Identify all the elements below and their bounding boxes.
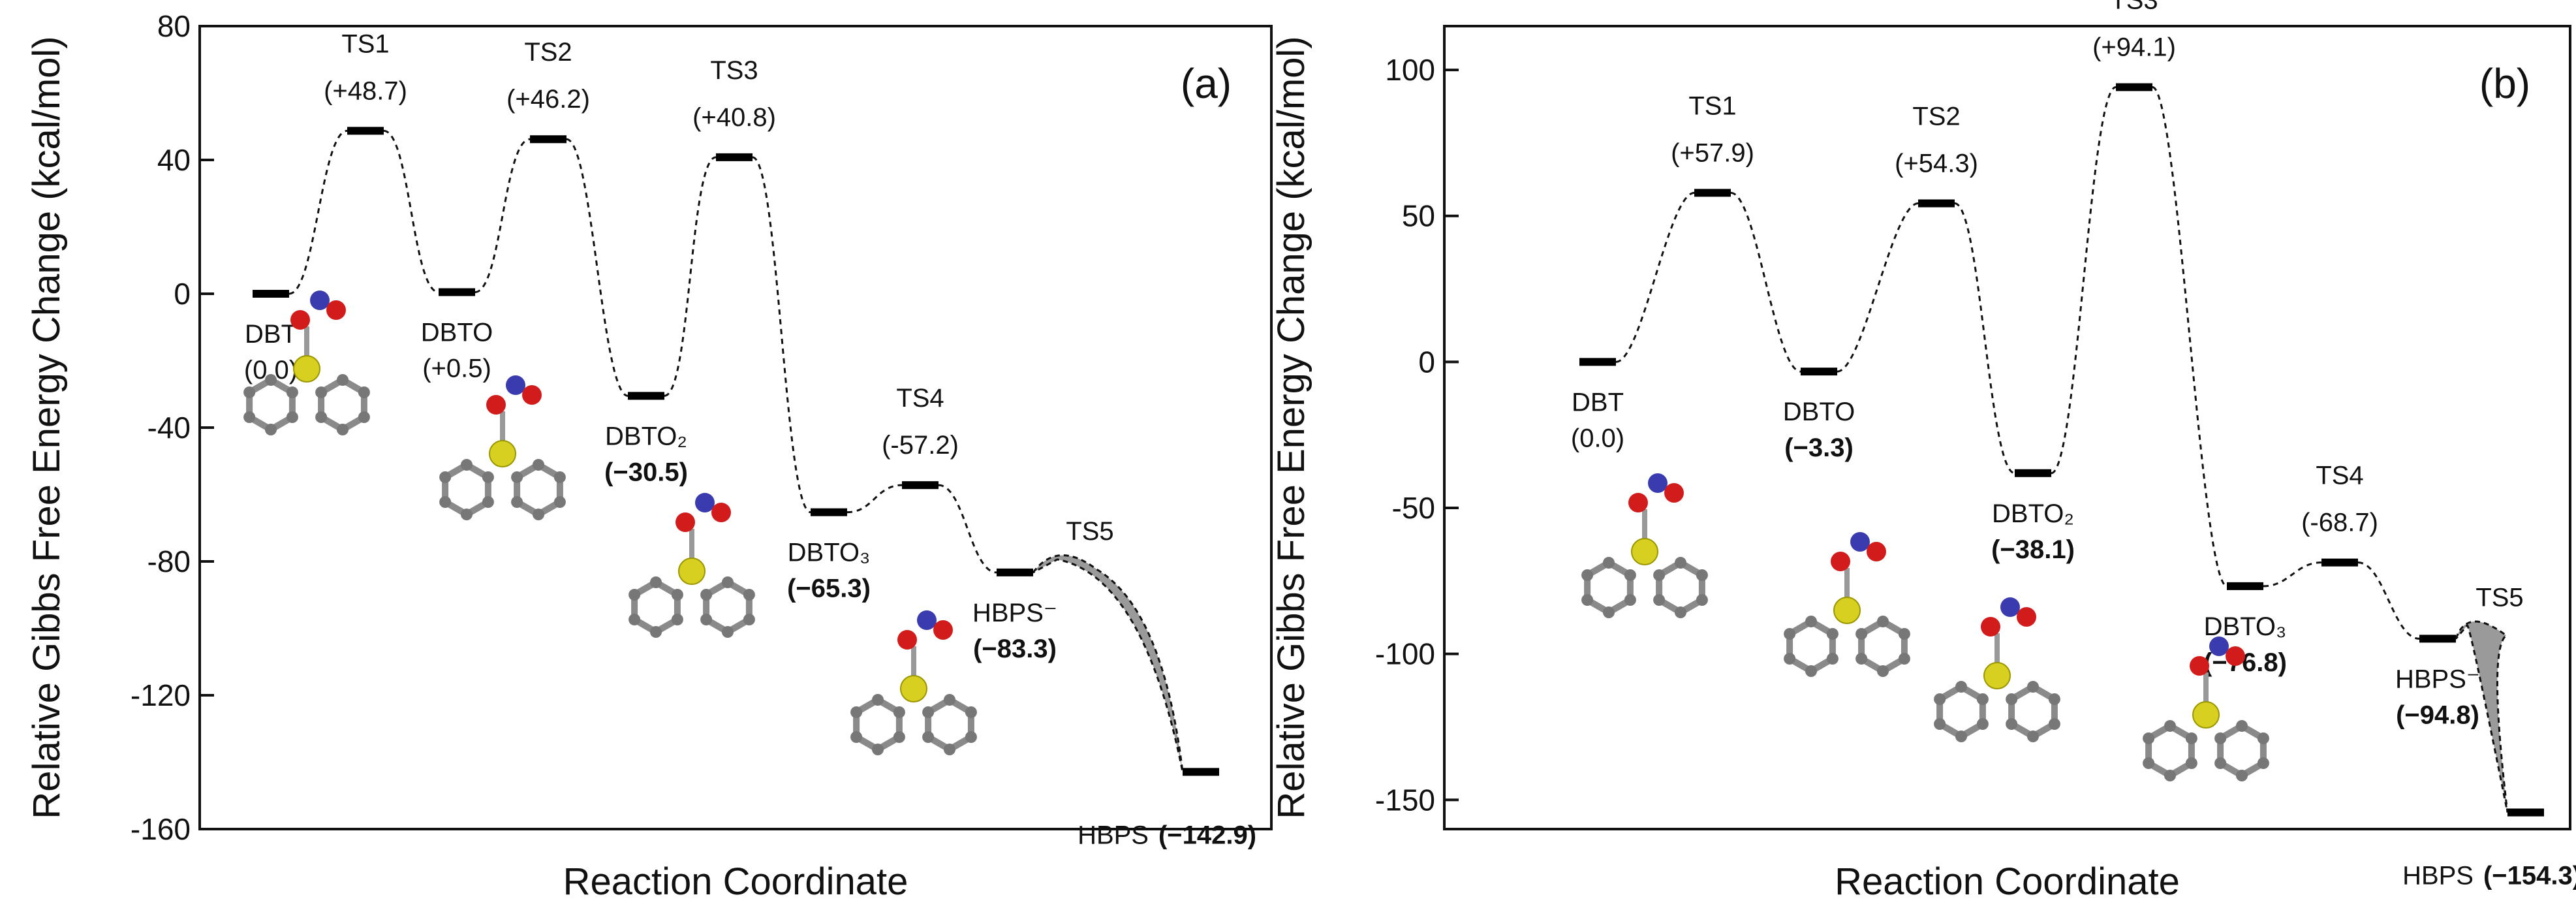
state-energy: (+57.9) xyxy=(1671,138,1754,167)
y-axis-label: Relative Gibbs Free Energy Change (kcal/… xyxy=(25,36,68,819)
y-tick-label: 50 xyxy=(1402,199,1435,233)
molecule-structure xyxy=(1581,473,1708,618)
state-name: DBTO xyxy=(1783,398,1855,426)
state-energy: (+54.3) xyxy=(1895,149,1978,178)
energy-connector xyxy=(846,484,903,514)
energy-connector xyxy=(2152,86,2227,588)
panel-label: (b) xyxy=(2479,60,2530,107)
energy-connector xyxy=(2263,561,2322,588)
state-name: TS4 xyxy=(896,384,944,413)
molecule-structure xyxy=(1934,597,2060,742)
y-tick-label: -80 xyxy=(147,544,191,578)
state-energy: (+46.2) xyxy=(506,85,590,114)
state-name: TS4 xyxy=(2316,462,2363,490)
molecule-structure xyxy=(2143,637,2269,781)
state-energy: (−83.3) xyxy=(973,635,1057,663)
state-energy: (−154.3) xyxy=(2483,862,2576,890)
state-name: TS1 xyxy=(341,29,389,58)
state-energy: (-68.7) xyxy=(2301,509,2378,537)
state-energy: (+48.7) xyxy=(324,76,407,105)
state-energy: (+0.5) xyxy=(422,354,491,383)
molecule-structure xyxy=(628,493,755,638)
y-tick-label: -40 xyxy=(147,411,191,445)
molecule-structure xyxy=(439,375,566,520)
ts5-label: TS5 xyxy=(2475,583,2523,612)
state-energy: (-57.2) xyxy=(882,431,959,460)
y-tick-label: -150 xyxy=(1375,783,1435,817)
state-name: HBPS⁻ xyxy=(2395,665,2480,693)
x-axis-label: Reaction Coordinate xyxy=(1835,860,2180,903)
ts5-label: TS5 xyxy=(1066,517,1113,546)
panel-b: -150 -100 -50 0 50 100 Relative Gibbs Free Ene… xyxy=(1270,0,2576,903)
state-name: DBTO₃ xyxy=(788,539,871,567)
state-name: TS3 xyxy=(2110,0,2158,14)
state-energy: (+40.8) xyxy=(692,103,776,132)
plot-frame xyxy=(198,25,1273,830)
state-energy: (−38.1) xyxy=(1991,535,2075,564)
state-name: HBPS xyxy=(2402,862,2474,890)
y-axis-label: Relative Gibbs Free Energy Change (kcal/… xyxy=(1270,36,1312,819)
energy-connector xyxy=(566,138,628,397)
y-tick-label: -160 xyxy=(131,812,191,846)
state-name: DBTO₂ xyxy=(605,422,687,450)
state-name: HBPS xyxy=(1078,821,1149,849)
energy-connector xyxy=(474,138,531,293)
y-tick-label: 100 xyxy=(1385,53,1435,87)
energy-connector xyxy=(383,129,439,293)
energy-connector xyxy=(938,484,997,574)
x-axis-label: Reaction Coordinate xyxy=(563,860,908,903)
state-name: DBT xyxy=(1572,388,1624,417)
state-name: HBPS⁻ xyxy=(972,599,1057,627)
plot-frame xyxy=(1443,25,2571,830)
state-name: DBTO₃ xyxy=(2204,612,2287,641)
panel-a: -160 -120 -80 -40 0 40 80 Relative Gibbs Free E… xyxy=(25,9,1273,903)
state-energy: (−94.8) xyxy=(2396,700,2479,729)
energy-connector xyxy=(2357,561,2420,640)
energy-connector xyxy=(288,129,348,295)
ts5-band xyxy=(1032,554,1184,772)
state-energy: (−65.3) xyxy=(787,574,871,603)
y-tick-label: 0 xyxy=(1418,345,1435,379)
energy-connector xyxy=(664,156,717,397)
molecule-structure xyxy=(1784,532,1910,677)
energy-connector xyxy=(1730,191,1801,373)
y-tick-label: 0 xyxy=(174,277,191,311)
molecule-structure xyxy=(243,291,370,435)
y-tick-label: 40 xyxy=(157,143,191,177)
energy-connector xyxy=(1954,202,2015,475)
state-name: TS2 xyxy=(524,38,572,67)
energy-connector xyxy=(1837,202,1919,373)
ts5-band xyxy=(2455,620,2509,813)
state-name: TS1 xyxy=(1688,91,1736,120)
y-tick-label: -50 xyxy=(1392,491,1435,525)
state-name: DBTO₂ xyxy=(1992,499,2074,528)
state-energy: (+94.1) xyxy=(2092,33,2176,61)
state-energy: (−142.9) xyxy=(1158,821,1256,849)
state-name: TS3 xyxy=(710,56,758,85)
state-energy: (−3.3) xyxy=(1784,433,1854,462)
state-name: DBTO xyxy=(421,318,493,347)
y-tick-label: -100 xyxy=(1375,637,1435,671)
panel-label: (a) xyxy=(1181,60,1232,107)
energy-connector xyxy=(2051,86,2117,475)
state-energy: (−30.5) xyxy=(604,458,688,486)
state-name: DBT xyxy=(245,320,297,349)
energy-connector xyxy=(1615,191,1695,363)
y-tick-label: -120 xyxy=(131,678,191,712)
state-name: TS2 xyxy=(1912,102,1960,131)
state-energy: (0.0) xyxy=(1571,424,1624,452)
molecule-structure xyxy=(850,610,977,755)
y-tick-label: 80 xyxy=(157,9,191,43)
energy-connector xyxy=(752,156,811,514)
